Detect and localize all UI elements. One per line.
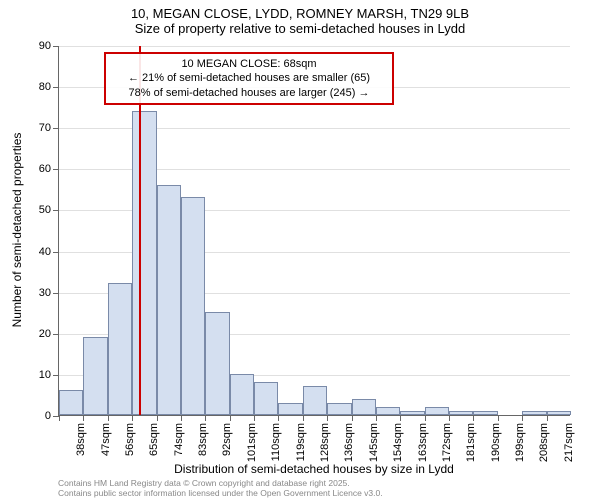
histogram-bar bbox=[449, 411, 473, 415]
histogram-bar bbox=[376, 407, 400, 415]
x-tick bbox=[449, 415, 450, 421]
x-tick-label: 56sqm bbox=[124, 423, 136, 456]
histogram-bar bbox=[352, 399, 376, 415]
footer-line-2: Contains public sector information licen… bbox=[58, 488, 383, 498]
gridline bbox=[59, 46, 570, 47]
histogram-bar bbox=[522, 411, 546, 415]
x-tick bbox=[132, 415, 133, 421]
y-tick bbox=[53, 293, 59, 294]
x-tick-label: 145sqm bbox=[368, 423, 380, 462]
x-tick bbox=[547, 415, 548, 421]
x-tick-label: 172sqm bbox=[441, 423, 453, 462]
x-tick-label: 128sqm bbox=[319, 423, 331, 462]
x-tick bbox=[181, 415, 182, 421]
x-tick bbox=[327, 415, 328, 421]
x-tick bbox=[59, 415, 60, 421]
callout-line-3: 78% of semi-detached houses are larger (… bbox=[112, 86, 386, 100]
histogram-bar bbox=[59, 390, 83, 415]
y-tick-label: 90 bbox=[39, 40, 51, 52]
x-tick-label: 65sqm bbox=[148, 423, 160, 456]
marker-callout: 10 MEGAN CLOSE: 68sqm ← 21% of semi-deta… bbox=[104, 52, 394, 105]
x-tick bbox=[108, 415, 109, 421]
x-tick bbox=[498, 415, 499, 421]
x-tick-label: 92sqm bbox=[221, 423, 233, 456]
histogram-bar bbox=[303, 386, 327, 415]
y-tick bbox=[53, 128, 59, 129]
x-tick bbox=[376, 415, 377, 421]
x-tick-label: 163sqm bbox=[417, 423, 429, 462]
y-tick-label: 60 bbox=[39, 163, 51, 175]
histogram-bar bbox=[254, 382, 278, 415]
y-tick bbox=[53, 334, 59, 335]
y-tick bbox=[53, 87, 59, 88]
y-axis-label: Number of semi-detached properties bbox=[10, 133, 24, 328]
histogram-bar bbox=[230, 374, 254, 415]
x-axis-label: Distribution of semi-detached houses by … bbox=[58, 462, 570, 476]
x-tick bbox=[157, 415, 158, 421]
x-tick-label: 154sqm bbox=[392, 423, 404, 462]
histogram-bar bbox=[425, 407, 449, 415]
x-tick bbox=[254, 415, 255, 421]
x-tick bbox=[83, 415, 84, 421]
histogram-bar bbox=[327, 403, 351, 415]
footer-line-1: Contains HM Land Registry data © Crown c… bbox=[58, 478, 383, 488]
y-tick-label: 20 bbox=[39, 328, 51, 340]
y-tick-label: 50 bbox=[39, 204, 51, 216]
y-tick bbox=[53, 210, 59, 211]
y-tick bbox=[53, 252, 59, 253]
histogram-bar bbox=[181, 197, 205, 415]
x-tick-label: 181sqm bbox=[465, 423, 477, 462]
x-tick bbox=[278, 415, 279, 421]
x-tick-label: 199sqm bbox=[514, 423, 526, 462]
callout-line-1: 10 MEGAN CLOSE: 68sqm bbox=[112, 57, 386, 71]
y-tick-label: 80 bbox=[39, 81, 51, 93]
y-tick bbox=[53, 46, 59, 47]
x-tick-label: 208sqm bbox=[538, 423, 550, 462]
y-tick-label: 70 bbox=[39, 122, 51, 134]
y-tick bbox=[53, 169, 59, 170]
callout-line-2: ← 21% of semi-detached houses are smalle… bbox=[112, 71, 386, 85]
histogram-bar bbox=[473, 411, 497, 415]
footer-attribution: Contains HM Land Registry data © Crown c… bbox=[58, 478, 383, 498]
x-tick-label: 217sqm bbox=[563, 423, 575, 462]
histogram-bar bbox=[108, 283, 132, 415]
y-tick-label: 40 bbox=[39, 246, 51, 258]
plot-area: 010203040506070809038sqm47sqm56sqm65sqm7… bbox=[58, 46, 570, 416]
x-tick bbox=[230, 415, 231, 421]
histogram-bar bbox=[132, 111, 156, 415]
x-tick-label: 136sqm bbox=[343, 423, 355, 462]
x-tick-label: 47sqm bbox=[100, 423, 112, 456]
histogram-bar bbox=[205, 312, 229, 415]
histogram-bar bbox=[157, 185, 181, 415]
histogram-bar bbox=[400, 411, 424, 415]
x-tick bbox=[303, 415, 304, 421]
x-tick bbox=[425, 415, 426, 421]
x-tick-label: 101sqm bbox=[246, 423, 258, 462]
x-tick-label: 119sqm bbox=[295, 423, 307, 461]
x-tick-label: 74sqm bbox=[173, 423, 185, 456]
x-tick-label: 83sqm bbox=[197, 423, 209, 456]
histogram-bar bbox=[83, 337, 107, 415]
y-tick bbox=[53, 375, 59, 376]
y-tick-label: 0 bbox=[45, 410, 51, 422]
x-tick-label: 38sqm bbox=[75, 423, 87, 456]
x-tick bbox=[352, 415, 353, 421]
title-subtitle: Size of property relative to semi-detach… bbox=[0, 21, 600, 36]
x-tick-label: 110sqm bbox=[270, 423, 282, 461]
x-tick bbox=[522, 415, 523, 421]
x-tick bbox=[473, 415, 474, 421]
x-tick bbox=[400, 415, 401, 421]
histogram-bar bbox=[278, 403, 302, 415]
x-tick bbox=[205, 415, 206, 421]
chart-container: 10, MEGAN CLOSE, LYDD, ROMNEY MARSH, TN2… bbox=[0, 0, 600, 500]
y-tick-label: 30 bbox=[39, 287, 51, 299]
x-tick-label: 190sqm bbox=[490, 423, 502, 462]
histogram-bar bbox=[547, 411, 571, 415]
title-address: 10, MEGAN CLOSE, LYDD, ROMNEY MARSH, TN2… bbox=[0, 6, 600, 21]
title-block: 10, MEGAN CLOSE, LYDD, ROMNEY MARSH, TN2… bbox=[0, 0, 600, 36]
y-tick-label: 10 bbox=[39, 369, 51, 381]
